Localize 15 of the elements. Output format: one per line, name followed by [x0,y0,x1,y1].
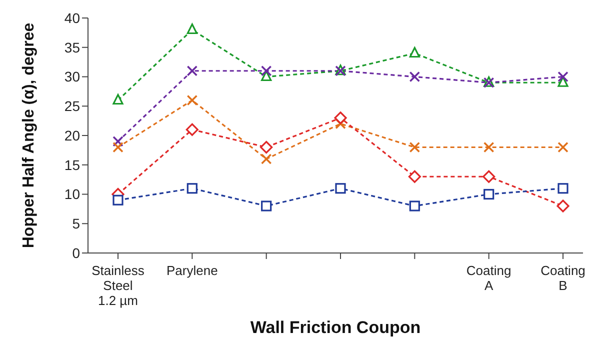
y-tick-label: 35 [64,39,80,56]
y-axis-title: Hopper Half Angle (α), degree [20,22,38,248]
y-tick-label: 15 [64,156,80,173]
y-tick-label: 20 [64,127,80,144]
x-tick-label: Parylene [166,263,218,278]
x-axis-title: Wall Friction Coupon [250,318,421,337]
y-tick-label: 0 [72,244,80,261]
y-tick-label: 5 [72,216,80,232]
y-tick-label: 30 [64,68,80,85]
x-tick-label: Coating A [466,263,512,293]
y-tick-label: 25 [64,98,80,114]
x-tick-label: Coating B [540,263,586,293]
y-tick-label: 10 [64,186,80,202]
y-tick-label: 40 [64,10,80,26]
x-tick-label: Stainless Steel 1.2 µm [92,263,145,308]
